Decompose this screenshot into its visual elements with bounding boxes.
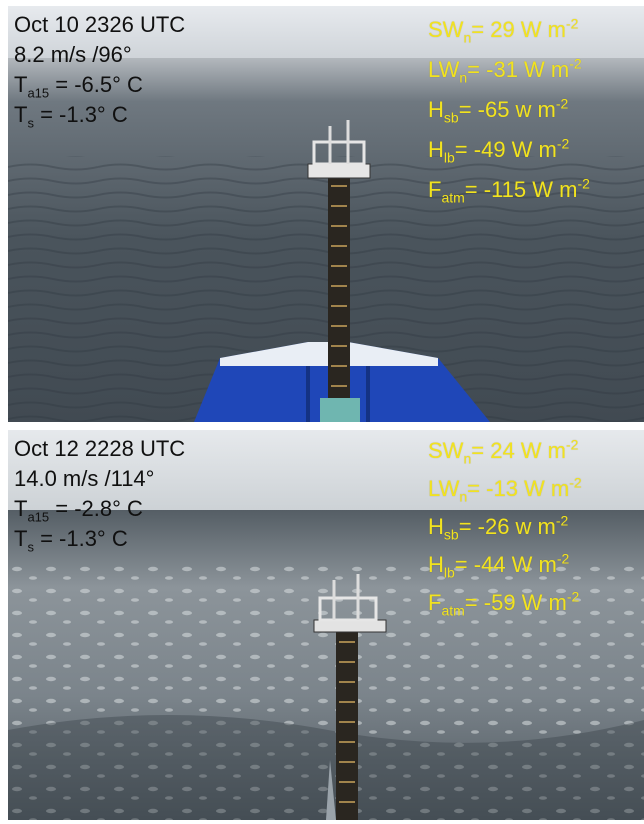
flux-sensible: Hsb= -65 w m-2: [428, 95, 569, 126]
conditions-left-top: Oct 10 2326 UTC 8.2 m/s /96° Ta15 = -6.5…: [14, 10, 185, 130]
sea-photo-top: [8, 6, 644, 422]
wind-speed-direction: 14.0 m/s /114°: [14, 466, 155, 491]
sea-photo-bottom: [8, 430, 644, 820]
flux-latent: Hlb= -49 W m-2: [428, 135, 570, 166]
photo-panel-bottom: Oct 12 2228 UTC 14.0 m/s /114° Ta15 = -2…: [8, 430, 644, 820]
flux-latent: Hlb= -44 W m-2: [428, 550, 570, 581]
sea-temperature: Ts = -1.3° C: [14, 526, 128, 555]
flux-longwave: LWn= -13 W m-2: [428, 474, 582, 505]
flux-longwave: LWn= -31 W m-2: [428, 55, 582, 86]
flux-sensible: Hsb= -26 w m-2: [428, 512, 569, 543]
wind-speed-direction: 8.2 m/s /96°: [14, 42, 132, 67]
flux-atmospheric: Fatm= -59 W m-2: [428, 588, 580, 619]
flux-atmospheric: Fatm= -115 W m-2: [428, 175, 590, 206]
flux-shortwave: SWn= 24 W m-2: [428, 436, 579, 467]
photo-panel-top: Oct 10 2326 UTC 8.2 m/s /96° Ta15 = -6.5…: [8, 6, 644, 422]
conditions-left-bottom: Oct 12 2228 UTC 14.0 m/s /114° Ta15 = -2…: [14, 434, 185, 554]
timestamp: Oct 10 2326 UTC: [14, 12, 186, 37]
sea-temperature: Ts = -1.3° C: [14, 102, 128, 131]
timestamp: Oct 12 2228 UTC: [14, 436, 186, 461]
flux-shortwave: SWn= 29 W m-2: [428, 15, 579, 46]
air-temperature: Ta15 = -6.5° C: [14, 72, 143, 101]
fluxes-right-bottom: SWn= 24 W m-2 LWn= -13 W m-2 Hsb= -26 w …: [428, 432, 582, 622]
fluxes-right-top: SWn= 29 W m-2 LWn= -31 W m-2 Hsb= -65 w …: [428, 10, 590, 210]
air-temperature: Ta15 = -2.8° C: [14, 496, 143, 525]
